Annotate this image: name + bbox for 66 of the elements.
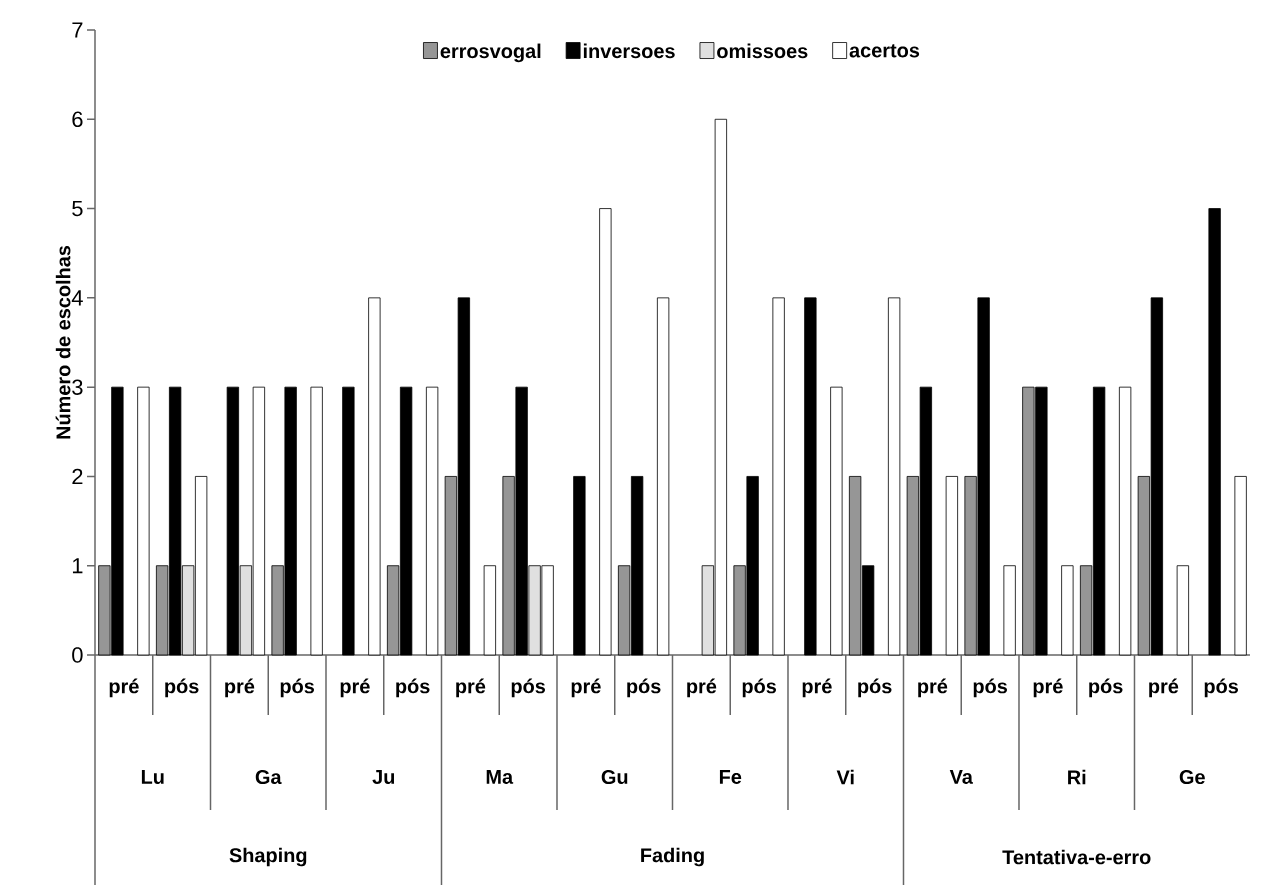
bar	[1003, 565, 1016, 656]
x-tick-label: pós	[627, 678, 661, 698]
legend-label: errosvogal	[440, 43, 541, 63]
x-tick-label: pré	[456, 678, 486, 698]
text: Ge	[1179, 769, 1205, 785]
bar	[1234, 476, 1247, 656]
x-tick-label: pré	[1149, 678, 1179, 698]
legend-label: acertos	[849, 44, 920, 58]
text: Gu	[601, 769, 628, 785]
bar	[945, 476, 959, 656]
text: Ri	[1068, 769, 1086, 785]
x-tick-label: pós	[858, 678, 892, 698]
x-tick-label: pós	[280, 678, 315, 698]
text: Tentativa-e-erro	[1002, 849, 1151, 865]
bar	[830, 386, 843, 656]
text: Fading	[641, 847, 704, 867]
x-tick-label: pós	[973, 678, 1008, 698]
bar	[1208, 208, 1221, 656]
text: Ma	[486, 770, 514, 784]
bar	[656, 297, 670, 656]
x-tick-label: pré	[1033, 678, 1063, 698]
x-tick-label: pré	[918, 678, 948, 698]
text: Ga	[255, 769, 282, 785]
bar	[1118, 386, 1132, 656]
x-tick-label: pós	[165, 678, 199, 698]
legend-label: omissoes	[717, 43, 808, 59]
y-tick-label: 1	[72, 558, 83, 574]
y-tick-label: 7	[72, 22, 83, 38]
bar	[573, 476, 586, 656]
text: Ju	[372, 770, 395, 784]
x-tick-label: pós	[1204, 678, 1239, 698]
y-tick-label: 0	[72, 647, 83, 663]
text: Fe	[719, 770, 742, 784]
text: Shaping	[229, 847, 307, 867]
bar	[1176, 565, 1190, 656]
bar	[772, 297, 785, 656]
bar	[310, 386, 323, 656]
x-tick-label: pré	[802, 678, 832, 698]
text: Lu	[141, 770, 164, 784]
x-tick-label: pós	[1089, 678, 1123, 698]
bar	[887, 297, 901, 656]
y-axis-title: Número de escolhas	[55, 245, 71, 439]
bar	[137, 386, 150, 656]
bar	[425, 386, 439, 656]
bar	[368, 297, 381, 656]
text: Va	[949, 770, 973, 784]
x-tick-label: pós	[396, 678, 430, 698]
text: Vi	[836, 769, 854, 785]
bar	[804, 297, 817, 656]
y-tick-label: 2	[72, 468, 83, 485]
x-tick-label: pré	[225, 678, 255, 698]
x-tick-label: pré	[109, 678, 139, 698]
y-tick-label: 5	[72, 200, 83, 217]
bar	[342, 386, 355, 656]
y-tick-label: 6	[72, 111, 83, 128]
bar	[483, 565, 497, 656]
x-tick-label: pré	[571, 678, 601, 698]
bar	[1061, 565, 1074, 656]
x-tick-label: pré	[687, 678, 717, 698]
x-tick-label: pós	[511, 678, 546, 698]
x-tick-label: pós	[742, 678, 777, 698]
bar	[599, 208, 612, 656]
y-tick-label: 4	[71, 290, 83, 306]
x-tick-label: pré	[340, 678, 370, 698]
legend-label: inversoes	[583, 43, 675, 59]
y-tick-label: 3	[72, 379, 83, 395]
